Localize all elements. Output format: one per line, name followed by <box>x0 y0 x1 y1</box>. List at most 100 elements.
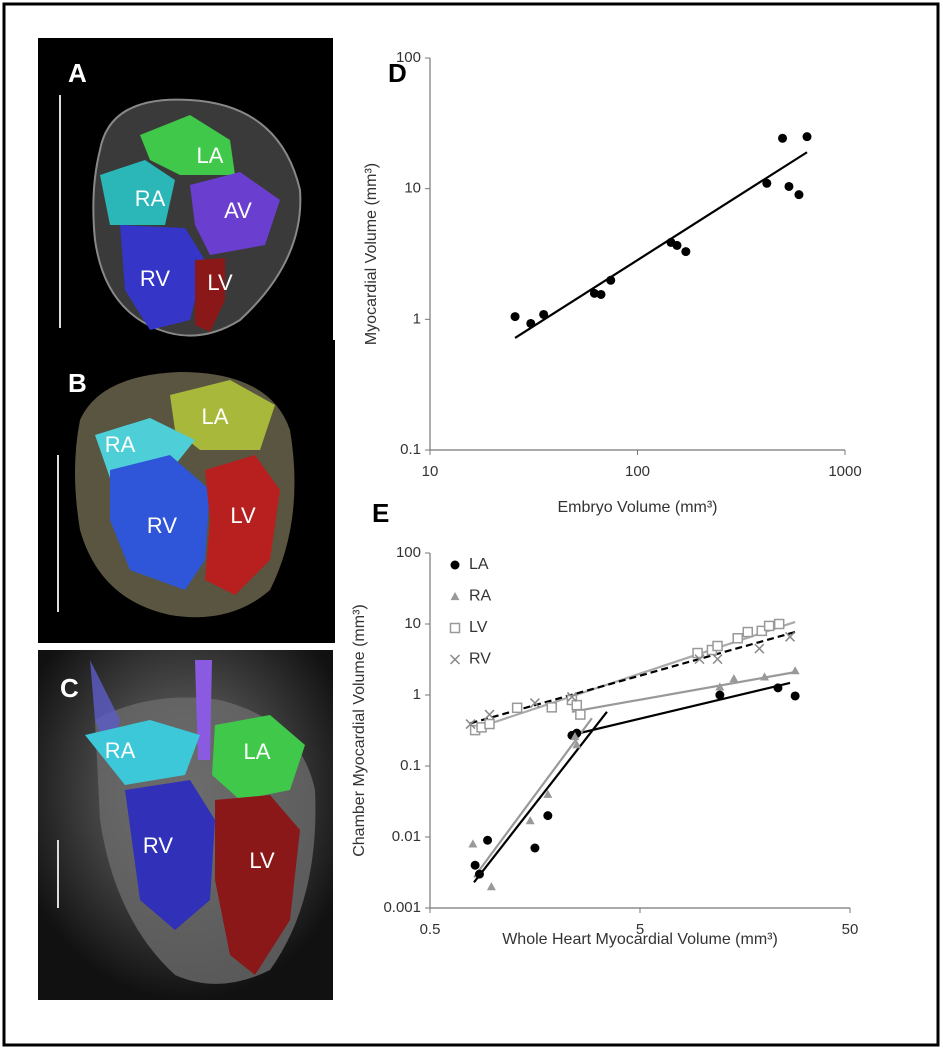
y-tick-label: 0.1 <box>400 441 421 458</box>
trendline <box>473 711 608 883</box>
point <box>715 682 725 691</box>
point <box>762 178 772 188</box>
point <box>571 699 583 711</box>
point <box>712 640 723 652</box>
trendline <box>571 671 796 713</box>
point <box>474 869 484 879</box>
chamber-label: LV <box>230 503 256 528</box>
chamber-label: LA <box>202 404 229 429</box>
point <box>773 683 783 693</box>
panel-letter: A <box>68 58 87 88</box>
chamber-label: LV <box>207 270 233 295</box>
point <box>784 631 796 642</box>
legend-marker <box>449 622 461 634</box>
point <box>539 309 549 319</box>
point <box>546 702 558 713</box>
point <box>760 672 770 681</box>
chamber-label: LV <box>249 848 275 873</box>
y-tick-label: 10 <box>404 615 421 632</box>
charts: 0.1 1 10 100 10 100 1000 Embryo Volume (mm³) Myo… <box>351 49 861 948</box>
point <box>566 691 577 702</box>
point <box>754 643 765 654</box>
point <box>732 632 743 644</box>
chamber-label: RA <box>105 432 136 457</box>
x-tick-label: 5 <box>636 921 644 938</box>
point <box>468 839 478 848</box>
panel-c: C RA LA RV LV <box>38 650 333 1000</box>
legend-label: RA <box>469 588 492 605</box>
y-axis-label: Chamber Myocardial Volume (mm³) <box>351 604 368 857</box>
point <box>570 732 580 741</box>
panel-letter: B <box>68 368 87 398</box>
chamber-label: RV <box>140 266 170 291</box>
point <box>794 190 804 200</box>
chamber-label: AV <box>224 198 252 223</box>
x-tick-label: 0.5 <box>420 921 441 938</box>
legend-label: LV <box>469 619 488 636</box>
point <box>672 240 682 250</box>
point <box>510 312 520 322</box>
y-tick-label: 100 <box>396 49 421 66</box>
point <box>484 718 495 730</box>
chamber-label: LA <box>244 739 271 764</box>
y-tick-label: 0.001 <box>383 899 421 916</box>
point <box>572 740 582 749</box>
point <box>784 181 794 191</box>
point <box>483 835 493 845</box>
trendline <box>514 151 808 339</box>
point <box>543 789 553 798</box>
trendline <box>473 717 593 879</box>
y-tick-label: 10 <box>404 180 421 197</box>
point <box>606 275 616 285</box>
point <box>529 698 540 709</box>
legend-marker <box>450 560 460 570</box>
point <box>575 709 586 720</box>
panel-letter: C <box>60 673 79 703</box>
x-tick-label: 1000 <box>828 463 861 480</box>
x-tick-label: 100 <box>625 463 650 480</box>
point <box>465 719 476 730</box>
point <box>790 691 800 701</box>
x-axis-label: Whole Heart Myocardial Volume (mm³) <box>502 931 778 948</box>
point <box>596 289 606 299</box>
point <box>694 654 705 665</box>
point <box>729 674 739 683</box>
point <box>763 620 775 632</box>
trendline <box>569 681 791 737</box>
point <box>526 318 536 328</box>
x-tick-label: 10 <box>422 463 439 480</box>
x-axis-label: Embryo Volume (mm³) <box>557 499 717 516</box>
point <box>742 626 754 638</box>
y-tick-label: 1 <box>413 686 421 703</box>
legend-label: RV <box>469 651 491 668</box>
point <box>543 811 553 821</box>
point <box>715 690 725 700</box>
panel-letter: D <box>388 58 407 88</box>
point <box>790 666 800 675</box>
legend-marker <box>449 654 461 665</box>
panel-a: A LA RA AV RV LV <box>38 38 333 340</box>
y-tick-label: 100 <box>396 544 421 561</box>
chamber-label: RA <box>135 186 166 211</box>
y-tick-label: 0.1 <box>400 757 421 774</box>
legend-marker <box>450 592 460 601</box>
trendline <box>470 631 796 725</box>
point <box>778 133 788 143</box>
point <box>681 247 691 257</box>
point <box>470 860 480 870</box>
panel-letter: E <box>372 498 389 528</box>
y-axis-label: Myocardial Volume (mm³) <box>363 163 380 345</box>
y-tick-label: 1 <box>413 310 421 327</box>
point <box>484 709 495 720</box>
panel-b: B LA RA RV LV <box>38 340 335 643</box>
point <box>511 702 523 714</box>
chamber-label: RA <box>105 738 136 763</box>
point <box>530 843 540 853</box>
x-tick-label: 50 <box>842 921 859 938</box>
point <box>773 618 785 630</box>
legend-label: LA <box>469 556 489 573</box>
y-tick-label: 0.01 <box>392 828 421 845</box>
point <box>486 882 496 891</box>
chamber-label: RV <box>143 833 173 858</box>
